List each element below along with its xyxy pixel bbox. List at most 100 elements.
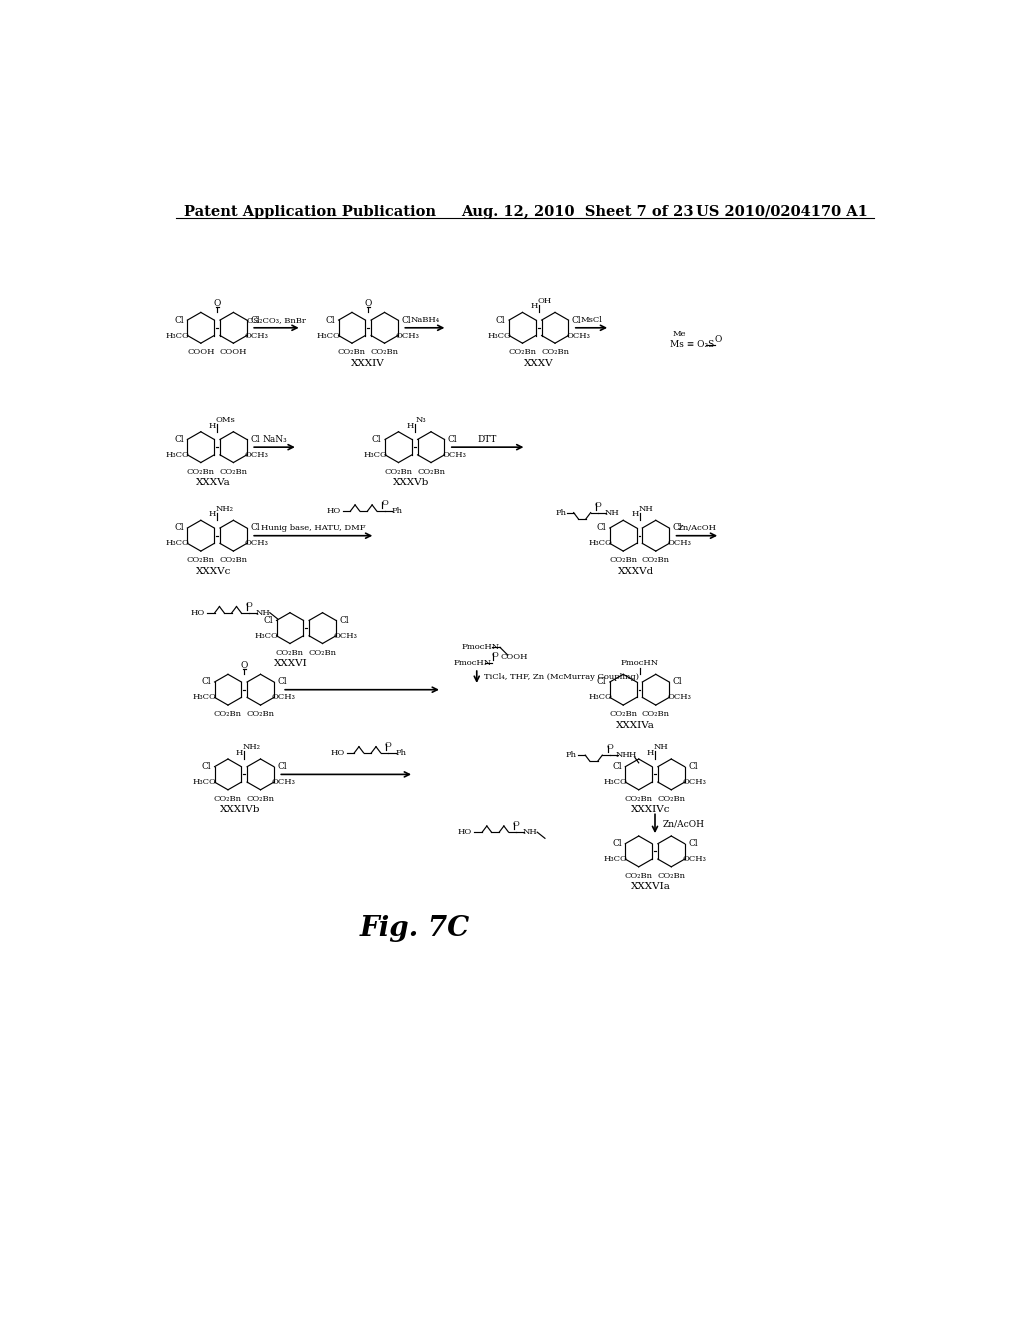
Text: Me: Me — [673, 330, 686, 338]
Text: O: O — [606, 743, 613, 751]
Text: Cl: Cl — [612, 840, 622, 849]
Text: Cl: Cl — [673, 677, 682, 686]
Text: N₃: N₃ — [416, 416, 426, 424]
Text: XXXIV: XXXIV — [351, 359, 385, 368]
Text: Aug. 12, 2010  Sheet 7 of 23: Aug. 12, 2010 Sheet 7 of 23 — [461, 205, 693, 219]
Text: O: O — [385, 741, 392, 750]
Text: OCH₃: OCH₃ — [683, 855, 707, 863]
Text: Cl: Cl — [174, 315, 184, 325]
Text: O: O — [595, 500, 602, 510]
Text: Cl: Cl — [401, 315, 411, 325]
Text: OCH₃: OCH₃ — [396, 331, 420, 339]
Text: NH: NH — [615, 751, 631, 759]
Text: Cl: Cl — [202, 677, 211, 686]
Text: XXXIVc: XXXIVc — [632, 805, 671, 814]
Text: HO: HO — [330, 748, 344, 756]
Text: CO₂Bn: CO₂Bn — [625, 795, 652, 803]
Text: O: O — [492, 651, 499, 659]
Text: Zn/AcOH: Zn/AcOH — [663, 820, 705, 828]
Text: NH: NH — [638, 504, 653, 512]
Text: Ph: Ph — [566, 751, 577, 759]
Text: Cl: Cl — [597, 524, 606, 532]
Text: COOH: COOH — [500, 653, 527, 661]
Text: OCH₃: OCH₃ — [667, 540, 691, 548]
Text: CS₂CO₃, BnBr: CS₂CO₃, BnBr — [247, 315, 306, 325]
Text: FmocHN: FmocHN — [461, 643, 500, 651]
Text: Cl: Cl — [688, 840, 697, 849]
Text: H₃CO: H₃CO — [166, 540, 189, 548]
Text: O: O — [513, 821, 520, 829]
Text: Cl: Cl — [250, 315, 260, 325]
Text: US 2010/0204170 A1: US 2010/0204170 A1 — [696, 205, 868, 219]
Text: H₃CO: H₃CO — [588, 540, 612, 548]
Text: H₃CO: H₃CO — [166, 331, 189, 339]
Text: CO₂Bn: CO₂Bn — [214, 795, 242, 803]
Text: H: H — [530, 302, 538, 310]
Text: CO₂Bn: CO₂Bn — [276, 648, 304, 657]
Text: Ph: Ph — [556, 508, 566, 516]
Text: CO₂Bn: CO₂Bn — [417, 467, 445, 475]
Text: H₃CO: H₃CO — [364, 451, 387, 459]
Text: Cl: Cl — [174, 436, 184, 444]
Text: NH₂: NH₂ — [216, 504, 233, 512]
Text: CO₂Bn: CO₂Bn — [657, 795, 685, 803]
Text: COOH: COOH — [187, 348, 215, 356]
Text: Cl: Cl — [612, 762, 622, 771]
Text: O: O — [241, 660, 248, 669]
Text: CO₂Bn: CO₂Bn — [371, 348, 398, 356]
Text: XXXVb: XXXVb — [392, 478, 429, 487]
Text: TiCl₄, THF, Zn (McMurray Coupling): TiCl₄, THF, Zn (McMurray Coupling) — [484, 673, 640, 681]
Text: CO₂Bn: CO₂Bn — [609, 556, 637, 565]
Text: NH: NH — [605, 508, 620, 516]
Text: XXXVd: XXXVd — [617, 566, 653, 576]
Text: OCH₃: OCH₃ — [442, 451, 466, 459]
Text: OCH₃: OCH₃ — [245, 451, 268, 459]
Text: H: H — [236, 748, 244, 756]
Text: OCH₃: OCH₃ — [667, 693, 691, 701]
Text: MsCl: MsCl — [581, 315, 602, 325]
Text: H₃CO: H₃CO — [588, 693, 612, 701]
Text: O: O — [365, 298, 372, 308]
Text: OCH₃: OCH₃ — [683, 777, 707, 787]
Text: Cl: Cl — [339, 616, 349, 624]
Text: XXXVa: XXXVa — [196, 478, 230, 487]
Text: OCH₃: OCH₃ — [271, 777, 296, 787]
Text: Cl: Cl — [250, 524, 260, 532]
Text: CO₂Bn: CO₂Bn — [214, 710, 242, 718]
Text: H₃CO: H₃CO — [487, 331, 511, 339]
Text: OCH₃: OCH₃ — [271, 693, 296, 701]
Text: CO₂Bn: CO₂Bn — [186, 467, 215, 475]
Text: OMs: OMs — [215, 416, 234, 424]
Text: FmocHN: FmocHN — [454, 659, 492, 667]
Text: NH: NH — [523, 828, 538, 836]
Text: Cl: Cl — [673, 524, 682, 532]
Text: NH: NH — [255, 609, 270, 616]
Text: NaBH₄: NaBH₄ — [411, 315, 439, 325]
Text: OCH₃: OCH₃ — [245, 540, 268, 548]
Text: CO₂Bn: CO₂Bn — [657, 873, 685, 880]
Text: H₃CO: H₃CO — [193, 693, 217, 701]
Text: DTT: DTT — [478, 436, 498, 444]
Text: Cl: Cl — [372, 436, 382, 444]
Text: CO₂Bn: CO₂Bn — [338, 348, 366, 356]
Text: Hunig base, HATU, DMF: Hunig base, HATU, DMF — [261, 524, 366, 532]
Text: Ms ≡ O₂S: Ms ≡ O₂S — [671, 341, 715, 350]
Text: NH: NH — [654, 743, 669, 751]
Text: Cl: Cl — [447, 436, 458, 444]
Text: CO₂Bn: CO₂Bn — [642, 710, 670, 718]
Text: XXXVI: XXXVI — [273, 659, 307, 668]
Text: H: H — [628, 751, 636, 759]
Text: H₃CO: H₃CO — [603, 855, 628, 863]
Text: Cl: Cl — [174, 524, 184, 532]
Text: XXXVIa: XXXVIa — [631, 882, 671, 891]
Text: CO₂Bn: CO₂Bn — [541, 348, 569, 356]
Text: Fig. 7C: Fig. 7C — [359, 915, 470, 942]
Text: Cl: Cl — [597, 677, 606, 686]
Text: XXXIVb: XXXIVb — [220, 805, 261, 814]
Text: Ph: Ph — [395, 748, 407, 756]
Text: CO₂Bn: CO₂Bn — [609, 710, 637, 718]
Text: HO: HO — [190, 609, 205, 616]
Text: COOH: COOH — [220, 348, 247, 356]
Text: H₃CO: H₃CO — [166, 451, 189, 459]
Text: XXXV: XXXV — [524, 359, 554, 368]
